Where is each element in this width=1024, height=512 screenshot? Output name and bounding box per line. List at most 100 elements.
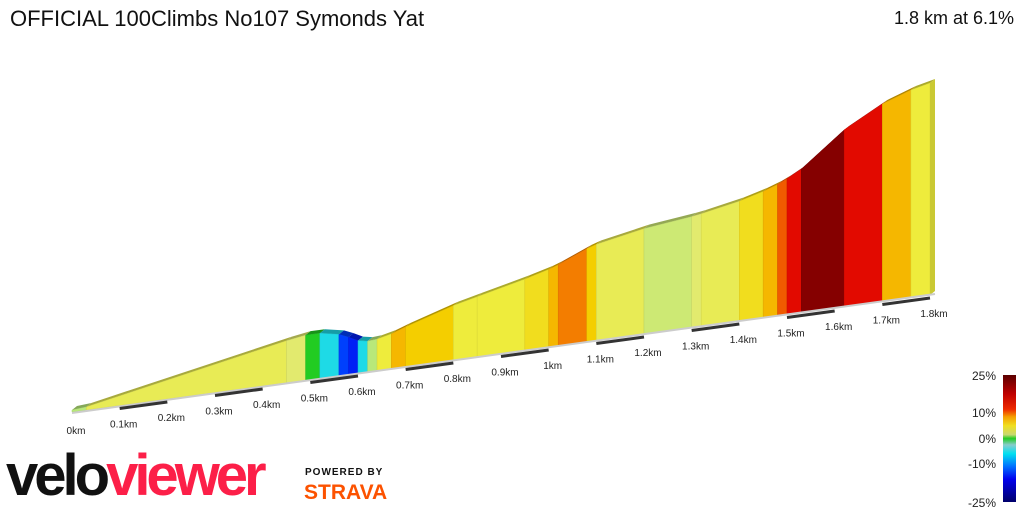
- profile-segment: [910, 82, 931, 298]
- profile-segment: [762, 184, 778, 319]
- segment-top: [377, 329, 397, 340]
- segment-top: [305, 329, 325, 336]
- profile-segment: [643, 216, 692, 335]
- axis-tick-band: [214, 387, 263, 397]
- axis-tick-band: [882, 296, 931, 306]
- profile-segment: [596, 228, 645, 341]
- profile-end-cap: [930, 79, 935, 295]
- axis-tick-band: [310, 374, 359, 384]
- legend-label: -25%: [968, 496, 996, 510]
- segment-top: [86, 336, 292, 407]
- profile-segments: [71, 79, 935, 413]
- profile-segment: [376, 333, 392, 371]
- segment-top: [453, 292, 483, 306]
- segment-top: [338, 330, 354, 338]
- profile-segment: [286, 334, 306, 384]
- x-tick-label: 1.1km: [587, 355, 614, 366]
- segment-top: [319, 329, 344, 335]
- segment-top: [405, 301, 459, 327]
- segment-top: [701, 197, 745, 214]
- x-tick-label: 0.7km: [396, 381, 423, 392]
- strava-logo[interactable]: STRAVA: [304, 481, 388, 504]
- profile-segment: [548, 264, 559, 348]
- profile-segment: [777, 178, 788, 317]
- x-tick-label: 1.7km: [873, 316, 900, 327]
- segment-top: [691, 209, 707, 217]
- segment-top: [477, 275, 530, 297]
- profile-segment: [700, 200, 740, 327]
- x-tick-label: 1.2km: [634, 348, 661, 359]
- segment-top: [348, 333, 363, 341]
- segment-top: [739, 187, 769, 202]
- x-tick-label: 1.4km: [730, 335, 757, 346]
- baseline: [71, 293, 936, 414]
- x-tick-label: 0.9km: [491, 368, 518, 379]
- profile-segment: [801, 129, 845, 313]
- profile-segment: [357, 340, 368, 374]
- logo-viewer: viewer: [106, 443, 267, 508]
- x-tick-label: 0.6km: [348, 387, 375, 398]
- segment-top: [558, 244, 592, 265]
- x-tick-label: 1.8km: [920, 309, 947, 320]
- x-tick-label: 0.1km: [110, 420, 137, 431]
- profile-segment: [476, 278, 526, 358]
- segment-top: [548, 260, 564, 270]
- legend-label: 25%: [972, 369, 996, 383]
- logo-velo: velo: [6, 443, 110, 508]
- segment-top: [524, 265, 554, 280]
- segment-top: [358, 336, 373, 342]
- x-tick-label: 0.3km: [205, 407, 232, 418]
- profile-segment: [305, 332, 321, 381]
- x-tick-label: 0.8km: [444, 374, 471, 385]
- legend-label: 10%: [972, 406, 996, 420]
- profile-segment: [453, 296, 478, 361]
- axis-tick-band: [405, 361, 454, 371]
- legend-color-bar: [1003, 375, 1016, 502]
- x-tick-label: 0km: [67, 426, 86, 437]
- segment-top: [586, 240, 602, 249]
- axis-tick-band: [786, 309, 835, 319]
- segment-top: [286, 331, 311, 341]
- x-tick-label: 1.3km: [682, 342, 709, 353]
- segment-top: [644, 212, 697, 229]
- axis-tick-band: [691, 322, 740, 332]
- segment-top: [763, 180, 783, 192]
- segment-top: [391, 322, 411, 334]
- axis-tick-band: [500, 348, 549, 358]
- profile-segment: [348, 336, 359, 375]
- axis-tick-band: [119, 400, 168, 410]
- segment-top: [882, 86, 916, 104]
- profile-segment: [524, 269, 549, 351]
- x-tick-label: 0.2km: [158, 413, 185, 424]
- profile-segment: [786, 168, 802, 315]
- profile-segment: [843, 103, 883, 307]
- profile-segment: [739, 191, 764, 322]
- powered-by-label: POWERED BY: [305, 467, 384, 478]
- veloviewer-logo[interactable]: veloviewer: [6, 443, 267, 508]
- x-tick-label: 1.5km: [777, 329, 804, 340]
- profile-segment: [586, 244, 597, 343]
- segment-top: [72, 402, 92, 410]
- x-tick-label: 0.5km: [301, 394, 328, 405]
- legend-label: 0%: [979, 432, 997, 446]
- profile-segment: [338, 334, 349, 376]
- segment-top: [910, 79, 935, 91]
- profile-segment: [319, 332, 340, 379]
- segment-top: [596, 224, 649, 245]
- legend-label: -10%: [968, 457, 996, 471]
- segment-top: [367, 335, 383, 342]
- distance-axis: 0km 0.1km 0.2km 0.3km 0.4km 0.5km 0.6km 0.7km 0.…: [67, 293, 948, 437]
- page-title: OFFICIAL 100Climbs No107 Symonds Yat: [10, 6, 425, 31]
- x-tick-label: 1km: [543, 361, 562, 372]
- climb-summary: 1.8 km at 6.1%: [893, 8, 1014, 28]
- gradient-legend: 25% 10% 0% -10% -25%: [968, 369, 1016, 510]
- profile-segment: [691, 213, 702, 328]
- axis-tick-band: [596, 335, 645, 345]
- x-tick-label: 0.4km: [253, 400, 280, 411]
- profile-segment: [557, 248, 588, 346]
- profile-segment: [367, 338, 378, 372]
- x-tick-label: 1.6km: [825, 322, 852, 333]
- profile-segment: [391, 326, 406, 369]
- profile-segment: [882, 89, 912, 302]
